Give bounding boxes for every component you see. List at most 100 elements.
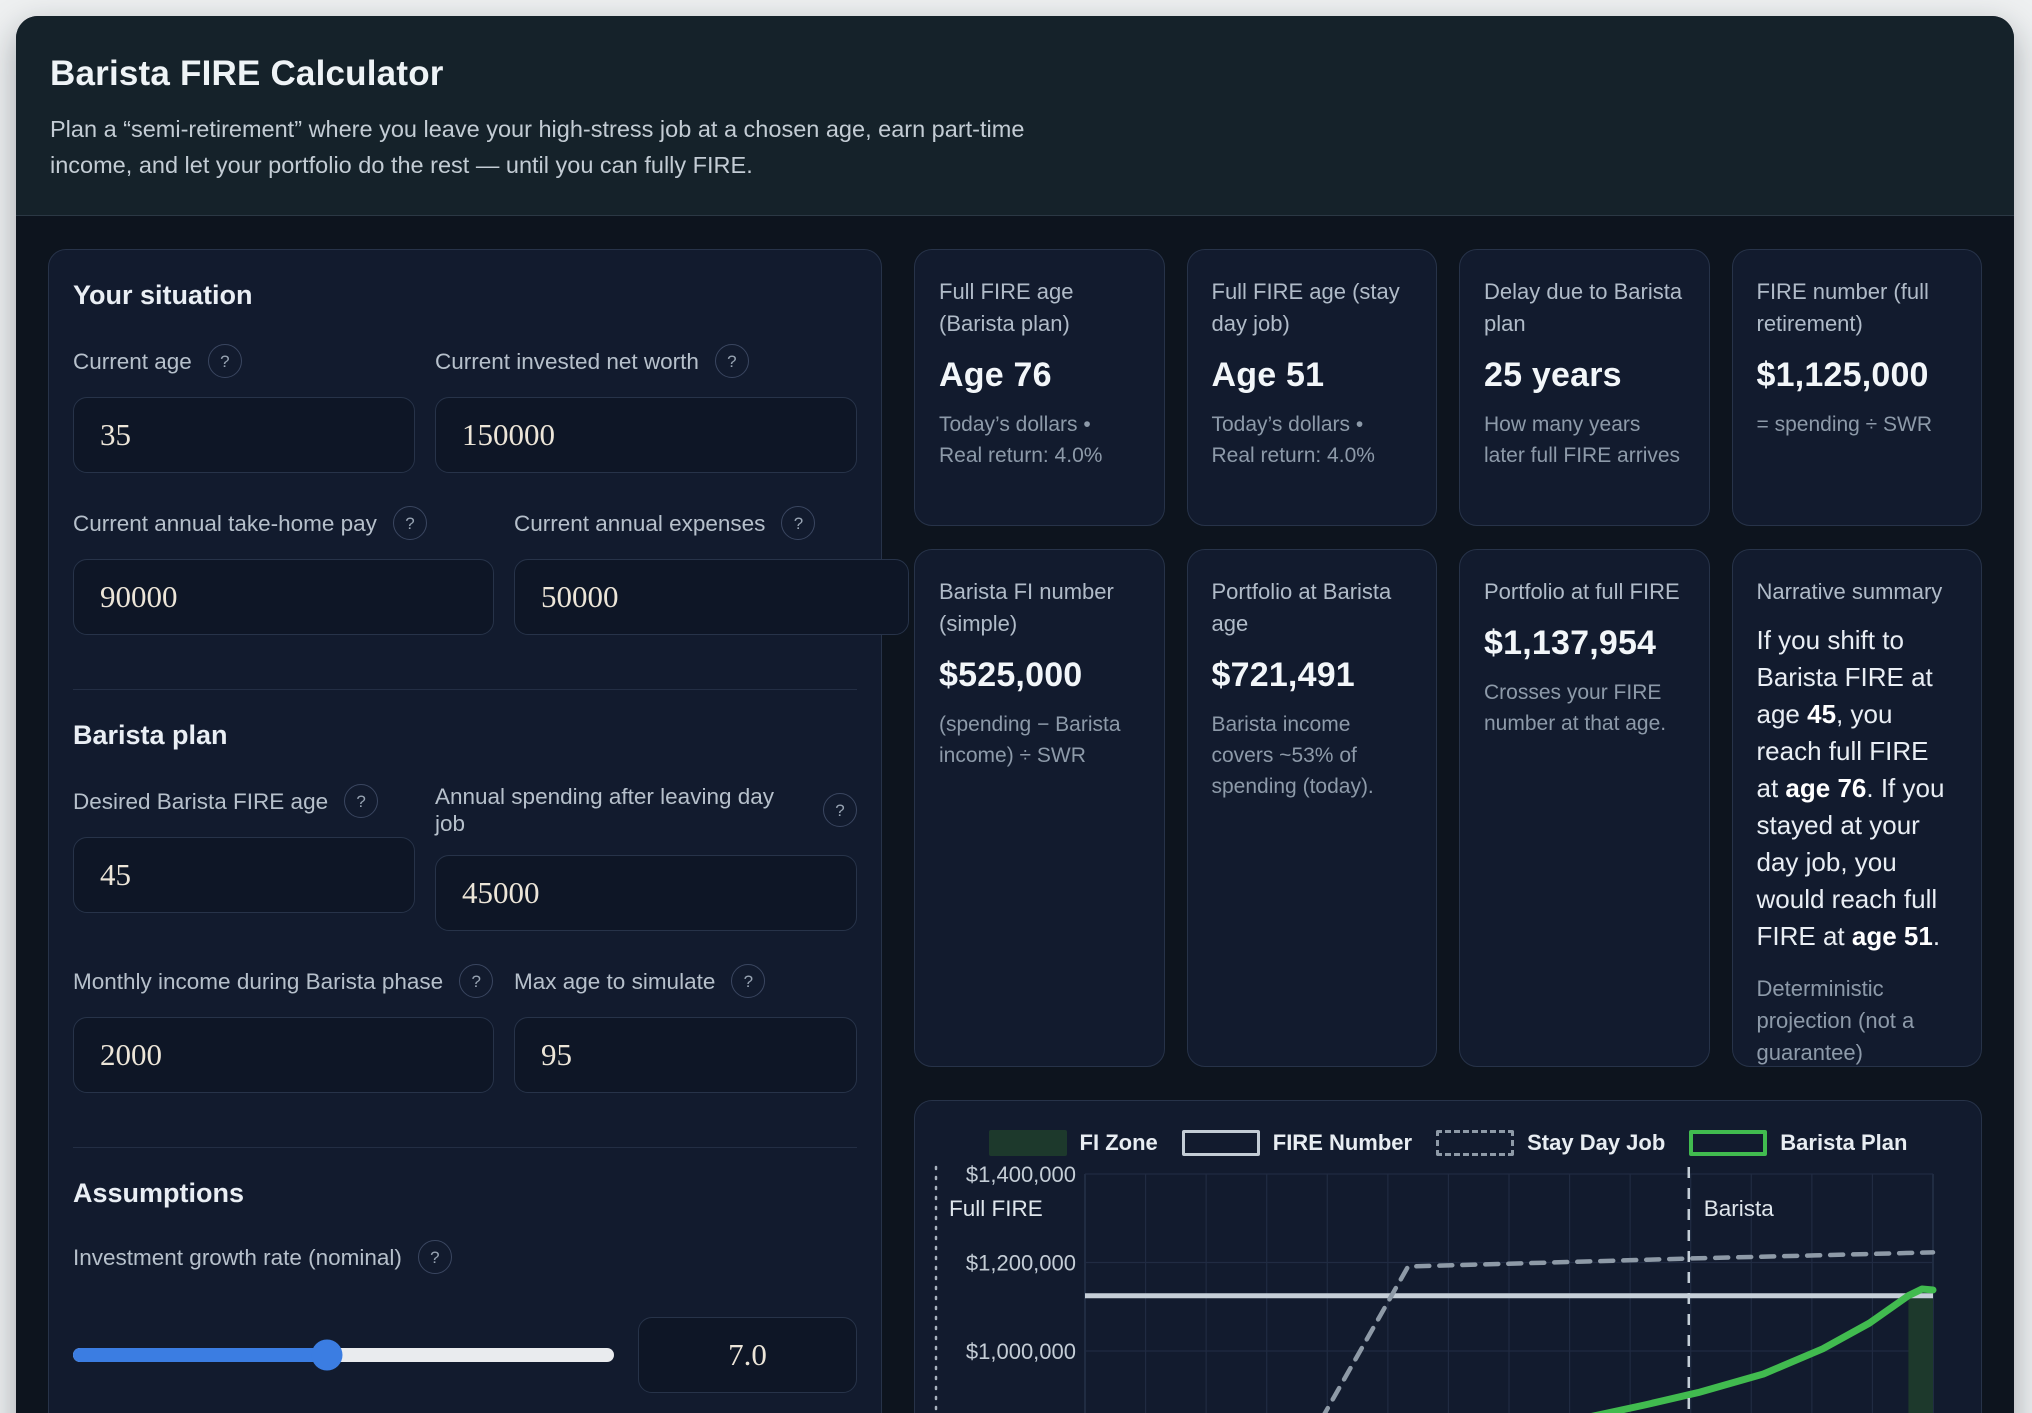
projection-chart[interactable]: $1,400,000 $1,200,000 $1,000,000 Full FIRE B… (915, 1101, 1983, 1413)
field-monthly-income: Monthly income during Barista phase ? (73, 963, 494, 1093)
field-annual-expenses: Current annual expenses ? (514, 505, 909, 635)
fire-swatch-icon (1181, 1130, 1260, 1156)
stat-card-full-fire-age-barista: Full FIRE age (Barista plan) Age 76 Toda… (914, 249, 1165, 526)
help-icon[interactable]: ? (207, 344, 242, 378)
growth-rate-label: Investment growth rate (nominal) (73, 1244, 402, 1270)
stat-label: Full FIRE age (Barista plan) (939, 279, 1074, 336)
monthly-income-label: Monthly income during Barista phase (73, 968, 444, 994)
stat-sub: = spending ÷ SWR (1756, 413, 1933, 436)
help-icon[interactable]: ? (417, 1240, 452, 1274)
chart-card: FI Zone FIRE Number Stay Day Job Barista Pl… (914, 1100, 1982, 1413)
help-icon[interactable]: ? (344, 784, 379, 818)
stat-sub: (spending − Barista income) ÷ SWR (939, 713, 1121, 767)
current-age-label: Current age (73, 348, 192, 374)
situation-row-1: Current age ? Current invested net worth… (73, 343, 857, 473)
max-age-label: Max age to simulate (514, 968, 716, 994)
slider-fill (73, 1348, 328, 1362)
take-home-pay-input[interactable] (73, 559, 494, 635)
slider-thumb[interactable] (311, 1339, 343, 1371)
stat-label: Barista FI number (simple) (939, 579, 1114, 636)
stat-sub: Today’s dollars • Real return: 4.0% (939, 413, 1103, 467)
legend-label: Stay Day Job (1527, 1130, 1666, 1155)
stat-label: Delay due to Barista plan (1484, 279, 1683, 336)
situation-row-2: Current annual take-home pay ? Current a… (73, 505, 909, 635)
legend-label: FIRE Number (1272, 1130, 1413, 1155)
legend-item-fizone: FI Zone (988, 1130, 1158, 1156)
svg-text:$1,400,000: $1,400,000 (966, 1162, 1076, 1187)
legend-item-barista: Barista Plan (1689, 1130, 1907, 1156)
narrative-footnote: Deterministic projection (not a guarante… (1756, 976, 1915, 1065)
max-age-input[interactable] (514, 1017, 857, 1093)
monthly-income-input[interactable] (73, 1017, 494, 1093)
narrative-summary-card: Narrative summary If you shift to Barist… (1731, 549, 1982, 1067)
stat-value: 25 years (1484, 356, 1622, 394)
chart-legend: FI Zone FIRE Number Stay Day Job Barista Pl… (915, 1130, 1981, 1156)
svg-text:$1,200,000: $1,200,000 (966, 1251, 1076, 1276)
page-subtitle: Plan a “semi-retirement” where you leave… (50, 116, 1025, 178)
stat-value: Age 51 (1211, 356, 1325, 394)
net-worth-label: Current invested net worth (435, 348, 699, 374)
stat-value: $721,491 (1211, 656, 1355, 694)
barista-age-input[interactable] (73, 837, 415, 913)
app-container: Barista FIRE Calculator Plan a “semi-ret… (16, 16, 2014, 1413)
growth-rate-value-box[interactable]: 7.0 (638, 1317, 857, 1393)
growth-slider[interactable] (73, 1339, 614, 1371)
help-icon[interactable]: ? (392, 506, 427, 540)
page-title: Barista FIRE Calculator (50, 54, 444, 93)
growth-rate-slider-row: 7.0 (73, 1317, 857, 1393)
help-icon[interactable]: ? (781, 506, 816, 540)
stat-card-barista-fi-number: Barista FI number (simple) $525,000 (spe… (914, 549, 1165, 1067)
current-age-input[interactable] (73, 397, 415, 473)
svg-text:Full FIRE: Full FIRE (949, 1196, 1043, 1221)
stat-label: Portfolio at Barista age (1211, 579, 1392, 636)
barista-age-label: Desired Barista FIRE age (73, 788, 329, 814)
stat-sub: Crosses your FIRE number at that age. (1484, 681, 1667, 735)
stat-label: Portfolio at full FIRE (1484, 579, 1680, 604)
help-icon[interactable]: ? (731, 964, 766, 998)
field-max-age: Max age to simulate ? (514, 963, 857, 1093)
results-column: Full FIRE age (Barista plan) Age 76 Toda… (914, 249, 1982, 1413)
stat-sub: Barista income covers ~53% of spending (… (1211, 713, 1374, 798)
field-annual-spending: Annual spending after leaving day job ? (435, 783, 857, 931)
stat-sub: Today’s dollars • Real return: 4.0% (1211, 413, 1375, 467)
main-content: Your situation Current age ? Current inv… (16, 216, 2014, 1413)
svg-text:Barista: Barista (1704, 1196, 1775, 1221)
legend-item-fire: FIRE Number (1181, 1130, 1413, 1156)
field-take-home-pay: Current annual take-home pay ? (73, 505, 494, 635)
net-worth-input[interactable] (435, 397, 857, 473)
stat-card-full-fire-age-dayjob: Full FIRE age (stay day job) Age 51 Toda… (1186, 249, 1437, 526)
take-home-pay-label: Current annual take-home pay (73, 510, 377, 536)
stat-sub: How many years later full FIRE arrives (1484, 413, 1681, 467)
stat-label: Full FIRE age (stay day job) (1211, 279, 1400, 336)
barista-swatch-icon (1689, 1130, 1768, 1156)
growth-rate-label-row: Investment growth rate (nominal) ? (73, 1239, 857, 1275)
section-divider (73, 689, 857, 690)
stat-value: $1,125,000 (1756, 356, 1929, 394)
stat-label: FIRE number (full retirement) (1756, 279, 1929, 336)
stay-swatch-icon (1436, 1130, 1515, 1156)
section-heading-situation: Your situation (73, 280, 253, 310)
field-barista-age: Desired Barista FIRE age ? (73, 783, 415, 931)
annual-spending-label: Annual spending after leaving day job (435, 784, 774, 836)
help-icon[interactable]: ? (714, 344, 749, 378)
section-divider (73, 1147, 857, 1148)
legend-label: Barista Plan (1780, 1130, 1908, 1155)
inputs-panel: Your situation Current age ? Current inv… (48, 249, 909, 1413)
svg-text:$1,000,000: $1,000,000 (966, 1339, 1076, 1364)
barista-row-1: Desired Barista FIRE age ? Annual spendi… (73, 783, 857, 931)
stat-value: $1,137,954 (1484, 624, 1657, 662)
section-heading-barista-plan: Barista plan (73, 720, 228, 750)
app-header: Barista FIRE Calculator Plan a “semi-ret… (16, 16, 2014, 216)
fizone-swatch-icon (988, 1130, 1067, 1156)
stat-card-portfolio-barista-age: Portfolio at Barista age $721,491 Barist… (1186, 549, 1437, 1067)
narrative-label: Narrative summary (1756, 579, 1943, 604)
annual-spending-input[interactable] (435, 855, 857, 931)
stat-value: Age 76 (939, 356, 1052, 394)
legend-label: FI Zone (1079, 1130, 1158, 1155)
annual-expenses-label: Current annual expenses (514, 510, 766, 536)
annual-expenses-input[interactable] (514, 559, 909, 635)
stats-grid: Full FIRE age (Barista plan) Age 76 Toda… (914, 249, 1982, 1067)
help-icon[interactable]: ? (459, 964, 494, 998)
help-icon[interactable]: ? (823, 793, 857, 827)
stat-value: $525,000 (939, 656, 1083, 694)
